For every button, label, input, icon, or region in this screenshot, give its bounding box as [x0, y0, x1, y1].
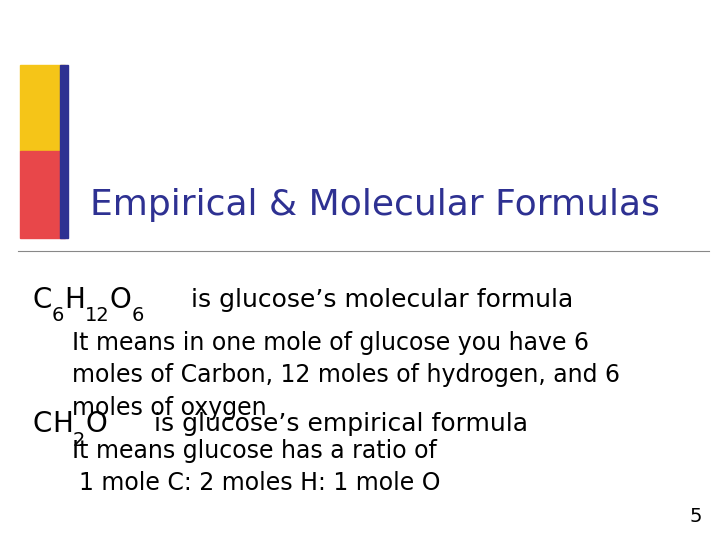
Text: 5: 5 — [690, 508, 702, 526]
Bar — [20, 151, 65, 238]
Text: 1 mole C: 2 moles H: 1 mole O: 1 mole C: 2 moles H: 1 mole O — [79, 471, 441, 495]
Text: H: H — [64, 286, 85, 314]
Text: is glucose’s molecular formula: is glucose’s molecular formula — [191, 288, 573, 312]
Text: moles of oxygen: moles of oxygen — [72, 396, 266, 420]
Text: O: O — [85, 410, 107, 438]
Text: moles of Carbon, 12 moles of hydrogen, and 6: moles of Carbon, 12 moles of hydrogen, a… — [72, 363, 620, 387]
Bar — [20, 65, 65, 151]
Text: C: C — [32, 286, 52, 314]
Text: It means in one mole of glucose you have 6: It means in one mole of glucose you have… — [72, 331, 589, 355]
Text: 2: 2 — [73, 430, 85, 450]
Text: 6: 6 — [132, 306, 144, 326]
Text: C: C — [32, 410, 52, 438]
Bar — [60, 65, 68, 238]
Text: H: H — [52, 410, 73, 438]
Text: is glucose’s empirical formula: is glucose’s empirical formula — [153, 412, 528, 436]
Text: Empirical & Molecular Formulas: Empirical & Molecular Formulas — [90, 188, 660, 222]
Text: It means glucose has a ratio of: It means glucose has a ratio of — [72, 439, 437, 463]
Text: 6: 6 — [52, 306, 64, 326]
Text: O: O — [109, 286, 132, 314]
Text: 12: 12 — [85, 306, 109, 326]
